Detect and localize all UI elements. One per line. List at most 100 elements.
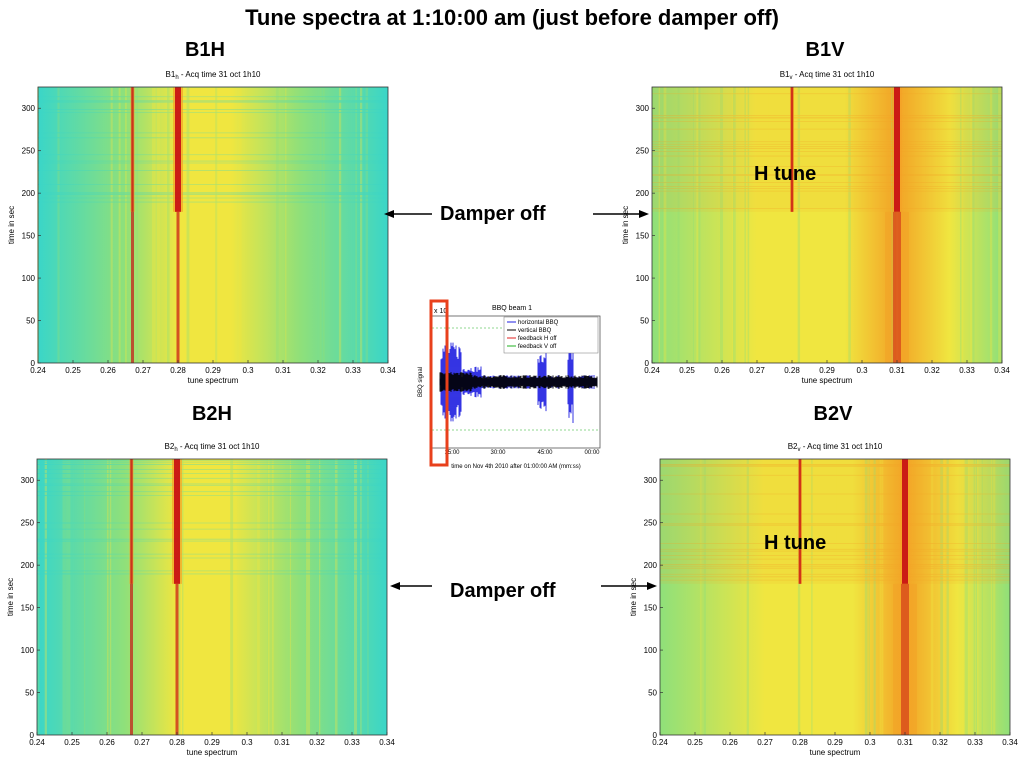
panel-heading-b1v: B1V bbox=[805, 39, 845, 61]
x-tick-label: 0.27 bbox=[135, 366, 151, 375]
y-tick-label: 0 bbox=[653, 731, 658, 740]
x-tick-label: 0.29 bbox=[819, 366, 835, 375]
x-tick-label: 0.34 bbox=[1002, 738, 1018, 747]
y-tick-label: 250 bbox=[22, 147, 36, 156]
y-axis-label: time in sec bbox=[6, 578, 15, 616]
y-tick-label: 50 bbox=[25, 689, 34, 698]
spectrogram-background bbox=[38, 87, 388, 363]
y-tick-label: 0 bbox=[30, 731, 35, 740]
x-tick-label: 0.31 bbox=[889, 366, 905, 375]
tune-line bbox=[173, 87, 183, 363]
y-tick-label: 200 bbox=[636, 189, 650, 198]
tune-line bbox=[893, 459, 917, 735]
bbq-xtick: 15:00 bbox=[444, 450, 460, 456]
x-tick-label: 0.33 bbox=[967, 738, 983, 747]
spectrogram-title: B2v - Acq time 31 oct 1h10 bbox=[788, 442, 883, 453]
y-tick-label: 250 bbox=[644, 519, 658, 528]
y-axis-label: time in sec bbox=[7, 206, 16, 244]
legend-horizontal-bbq: horizontal BBQ bbox=[518, 320, 559, 326]
h-tune-label-b1v: H tune bbox=[754, 163, 817, 185]
arrow-to-b1h bbox=[384, 210, 432, 218]
x-tick-label: 0.29 bbox=[827, 738, 843, 747]
y-tick-label: 200 bbox=[644, 561, 658, 570]
damper-off-label-top: Damper off bbox=[440, 203, 546, 225]
x-tick-label: 0.28 bbox=[792, 738, 808, 747]
panel-heading-b1h: B1H bbox=[184, 39, 225, 61]
x-tick-label: 0.34 bbox=[380, 366, 396, 375]
tune-line bbox=[172, 459, 182, 735]
x-tick-label: 0.33 bbox=[344, 738, 360, 747]
panel-heading-b2v: B2V bbox=[813, 403, 853, 425]
y-tick-label: 200 bbox=[21, 561, 35, 570]
y-tick-label: 100 bbox=[644, 646, 658, 655]
bbq-xlabel: time on Nov 4th 2010 after 01:00:00 AM (… bbox=[451, 464, 580, 470]
arrow-to-b2v bbox=[601, 582, 657, 590]
y-tick-label: 300 bbox=[636, 104, 650, 113]
legend-feedback-h: feedback H off bbox=[518, 336, 557, 342]
y-tick-label: 150 bbox=[22, 232, 36, 241]
x-tick-label: 0.33 bbox=[959, 366, 975, 375]
y-tick-label: 100 bbox=[21, 646, 35, 655]
x-tick-label: 0.28 bbox=[170, 366, 186, 375]
tune-line bbox=[798, 459, 802, 584]
tune-line bbox=[790, 87, 794, 212]
x-axis-label: tune spectrum bbox=[810, 748, 861, 757]
tune-line bbox=[130, 87, 135, 363]
tune-line bbox=[885, 87, 909, 363]
spectrogram-b1h: B1h - Acq time 31 oct 1h10 0.24 0.25 0.26 0.… bbox=[0, 0, 398, 393]
y-tick-label: 0 bbox=[31, 359, 36, 368]
bbq-ylabel: BBQ signal bbox=[418, 367, 424, 397]
y-tick-label: 150 bbox=[636, 232, 650, 241]
spectrogram-title: B1h - Acq time 31 oct 1h10 bbox=[166, 70, 262, 81]
x-tick-label: 0.24 bbox=[30, 366, 46, 375]
spectrogram-texture bbox=[660, 459, 1010, 735]
spectrogram-title: B1v - Acq time 31 oct 1h10 bbox=[780, 70, 875, 81]
x-tick-label: 0.26 bbox=[100, 366, 116, 375]
y-tick-label: 50 bbox=[648, 689, 657, 698]
highlight-box bbox=[429, 299, 449, 467]
legend-feedback-v: feedback V off bbox=[518, 344, 557, 350]
y-tick-label: 300 bbox=[22, 104, 36, 113]
x-tick-label: 0.34 bbox=[994, 366, 1010, 375]
x-tick-label: 0.32 bbox=[309, 738, 325, 747]
bbq-xtick: 45:00 bbox=[537, 450, 553, 456]
x-tick-label: 0.24 bbox=[29, 738, 45, 747]
y-tick-label: 50 bbox=[26, 317, 35, 326]
x-tick-label: 0.32 bbox=[310, 366, 326, 375]
x-tick-label: 0.3 bbox=[864, 738, 876, 747]
spectrogram-b1v: B1v - Acq time 31 oct 1h10 0.24 0.25 0.26 0.… bbox=[621, 70, 1010, 385]
x-axis-label: tune spectrum bbox=[187, 748, 238, 757]
x-tick-label: 0.32 bbox=[924, 366, 940, 375]
x-tick-label: 0.28 bbox=[784, 366, 800, 375]
x-tick-label: 0.31 bbox=[897, 738, 913, 747]
x-tick-label: 0.31 bbox=[274, 738, 290, 747]
y-tick-label: 250 bbox=[636, 147, 650, 156]
x-tick-label: 0.25 bbox=[64, 738, 80, 747]
y-axis-label: time in sec bbox=[629, 578, 638, 616]
spectrogram-background bbox=[660, 459, 1010, 735]
y-tick-label: 50 bbox=[640, 317, 649, 326]
legend-vertical-bbq: vertical BBQ bbox=[518, 328, 552, 334]
x-tick-label: 0.25 bbox=[687, 738, 703, 747]
pre-damper-band bbox=[660, 459, 1010, 584]
x-tick-label: 0.27 bbox=[134, 738, 150, 747]
x-tick-label: 0.25 bbox=[679, 366, 695, 375]
y-tick-label: 200 bbox=[22, 189, 36, 198]
vertical-bbq-trace bbox=[439, 372, 598, 392]
spectrogram-title: B2h - Acq time 31 oct 1h10 bbox=[165, 442, 261, 453]
x-tick-label: 0.24 bbox=[652, 738, 668, 747]
pre-damper-band bbox=[652, 87, 1002, 212]
spectrogram-svg: B1h - Acq time 31 oct 1h10 0.24 0.25 0.26 0.… bbox=[7, 70, 396, 385]
bbq-inset-figure: BBQ beam 1 x 10 BBQ signal time on Nov 4… bbox=[412, 298, 608, 470]
x-tick-label: 0.32 bbox=[932, 738, 948, 747]
x-tick-label: 0.29 bbox=[204, 738, 220, 747]
bbq-xticks: 15:00 30:00 45:00 00:00 bbox=[444, 450, 600, 456]
bbq-inset-svg: BBQ beam 1 x 10 BBQ signal time on Nov 4… bbox=[412, 298, 608, 470]
arrow-to-b2h bbox=[390, 582, 432, 590]
spectrogram-svg: B1v - Acq time 31 oct 1h10 0.24 0.25 0.26 0.… bbox=[621, 70, 1010, 385]
y-tick-label: 300 bbox=[644, 476, 658, 485]
bbq-xtick: 30:00 bbox=[490, 450, 506, 456]
